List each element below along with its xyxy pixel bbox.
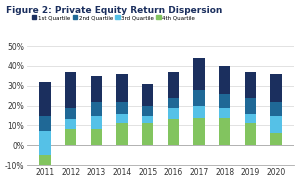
Bar: [39, 131, 51, 155]
Bar: [142, 84, 153, 106]
Bar: [142, 116, 153, 123]
Bar: [65, 129, 76, 145]
Bar: [193, 106, 205, 118]
Bar: [219, 66, 230, 94]
Bar: [219, 118, 230, 145]
Bar: [193, 118, 205, 145]
Bar: [91, 116, 102, 129]
Bar: [142, 123, 153, 145]
Legend: 1st Quartile, 2nd Quartile, 3rd Quartile, 4th Quartile: 1st Quartile, 2nd Quartile, 3rd Quartile…: [30, 13, 198, 23]
Bar: [193, 58, 205, 90]
Bar: [116, 74, 128, 102]
Bar: [270, 102, 282, 116]
Bar: [270, 74, 282, 102]
Bar: [116, 113, 128, 123]
Bar: [116, 102, 128, 113]
Bar: [116, 123, 128, 145]
Bar: [219, 94, 230, 108]
Bar: [65, 72, 76, 108]
Bar: [91, 129, 102, 145]
Bar: [65, 119, 76, 129]
Bar: [39, 116, 51, 131]
Bar: [39, 82, 51, 116]
Bar: [244, 98, 256, 113]
Bar: [65, 108, 76, 119]
Bar: [142, 106, 153, 116]
Bar: [168, 72, 179, 98]
Bar: [244, 123, 256, 145]
Bar: [244, 113, 256, 123]
Bar: [244, 72, 256, 98]
Bar: [168, 98, 179, 108]
Bar: [168, 108, 179, 119]
Bar: [270, 116, 282, 133]
Text: Figure 2: Private Equity Return Dispersion: Figure 2: Private Equity Return Dispersi…: [6, 6, 222, 15]
Bar: [91, 102, 102, 116]
Bar: [39, 155, 51, 165]
Bar: [193, 90, 205, 106]
Bar: [270, 133, 282, 145]
Bar: [219, 108, 230, 118]
Bar: [91, 76, 102, 102]
Bar: [168, 119, 179, 145]
